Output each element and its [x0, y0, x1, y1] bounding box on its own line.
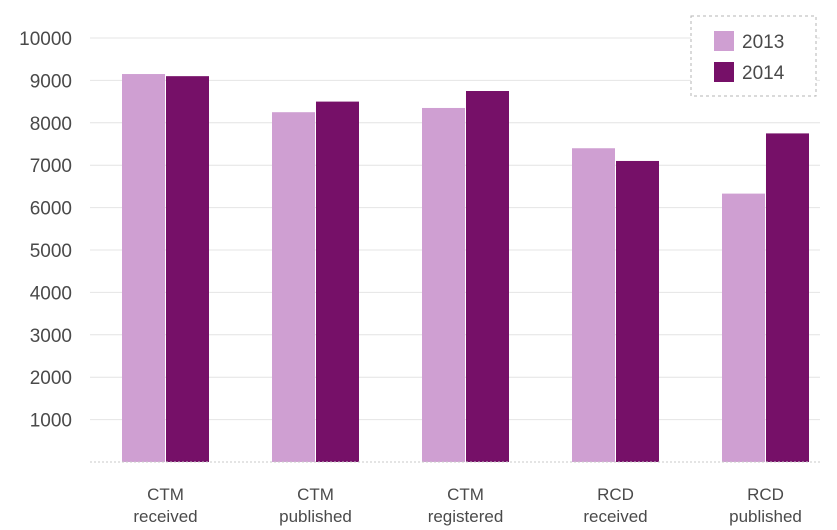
legend-swatch [714, 31, 734, 51]
x-category-label: published [279, 507, 352, 526]
y-axis-ticks: 1000 2000 3000 4000 5000 6000 7000 8000 9000 1000… [19, 29, 72, 432]
y-tick-label: 5000 [30, 241, 72, 262]
y-tick-label: 6000 [30, 199, 72, 220]
y-tick-label: 1000 [30, 411, 72, 432]
bars [122, 74, 809, 463]
legend-label: 2013 [742, 32, 784, 53]
bar-2014-0 [166, 76, 209, 462]
y-tick-label: 4000 [30, 283, 72, 304]
y-tick-label: 8000 [30, 114, 72, 135]
legend-box [690, 15, 817, 97]
x-category-label: RCD [747, 485, 784, 504]
bar-2014-3 [616, 160, 659, 462]
bar-2014-4 [766, 133, 809, 462]
x-axis-labels: CTM received CTM published CTM registered RCD r… [133, 485, 802, 526]
x-category-label: CTM [297, 485, 334, 504]
x-category-label: published [729, 507, 802, 526]
bar-2013-0 [122, 74, 165, 462]
x-category-label: CTM [147, 485, 184, 504]
x-category-label: CTM [447, 485, 484, 504]
bar-2013-4 [722, 193, 765, 462]
legend-label: 2014 [742, 63, 785, 84]
y-tick-label: 3000 [30, 326, 72, 347]
x-category-label: RCD [597, 485, 634, 504]
y-tick-label: 2000 [30, 368, 72, 389]
x-category-label: received [583, 507, 647, 526]
y-tick-label: 7000 [30, 156, 72, 177]
bar-2013-2 [422, 107, 465, 463]
x-category-label: received [133, 507, 197, 526]
bar-2013-3 [572, 148, 615, 463]
y-tick-label: 9000 [30, 71, 72, 92]
bar-2014-2 [466, 91, 509, 462]
legend: 2013 2014 [690, 15, 817, 97]
legend-swatch [714, 62, 734, 82]
bar-2013-1 [272, 112, 315, 462]
x-category-label: registered [428, 507, 504, 526]
y-tick-label: 10000 [19, 29, 72, 50]
bar-2014-1 [316, 101, 359, 462]
